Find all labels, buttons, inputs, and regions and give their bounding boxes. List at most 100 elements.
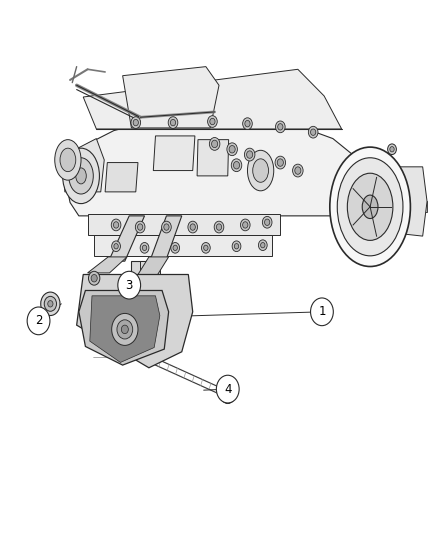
Polygon shape xyxy=(109,216,145,261)
Circle shape xyxy=(258,240,267,251)
Circle shape xyxy=(91,274,97,282)
Polygon shape xyxy=(221,385,234,403)
Polygon shape xyxy=(88,257,127,273)
Ellipse shape xyxy=(362,195,378,219)
Text: 3: 3 xyxy=(126,279,133,292)
Circle shape xyxy=(112,313,138,345)
Circle shape xyxy=(210,118,215,125)
Circle shape xyxy=(162,221,171,233)
Polygon shape xyxy=(123,67,219,128)
Circle shape xyxy=(247,151,253,158)
Ellipse shape xyxy=(253,159,268,182)
Polygon shape xyxy=(83,69,342,129)
Circle shape xyxy=(201,243,210,253)
Polygon shape xyxy=(392,201,427,212)
Circle shape xyxy=(216,375,239,403)
Polygon shape xyxy=(90,296,160,362)
Circle shape xyxy=(276,121,285,133)
Polygon shape xyxy=(138,257,169,274)
Circle shape xyxy=(173,245,177,251)
Circle shape xyxy=(243,118,252,130)
Circle shape xyxy=(234,244,239,249)
Circle shape xyxy=(118,271,141,299)
Polygon shape xyxy=(77,274,193,368)
Circle shape xyxy=(112,241,120,252)
Circle shape xyxy=(142,245,147,251)
Polygon shape xyxy=(131,261,151,330)
Ellipse shape xyxy=(76,168,86,184)
Circle shape xyxy=(44,296,57,311)
Polygon shape xyxy=(399,167,427,236)
Polygon shape xyxy=(88,214,280,235)
Ellipse shape xyxy=(347,173,393,240)
Circle shape xyxy=(170,119,176,126)
Circle shape xyxy=(240,219,250,231)
Circle shape xyxy=(140,243,149,253)
Ellipse shape xyxy=(330,147,410,266)
Circle shape xyxy=(277,159,283,166)
Circle shape xyxy=(190,224,195,230)
Circle shape xyxy=(220,385,235,403)
Circle shape xyxy=(214,221,224,233)
Circle shape xyxy=(295,167,301,174)
Polygon shape xyxy=(153,136,195,171)
Circle shape xyxy=(278,124,283,130)
Ellipse shape xyxy=(247,150,274,191)
Circle shape xyxy=(216,224,222,230)
Polygon shape xyxy=(105,163,138,192)
Ellipse shape xyxy=(69,158,93,194)
Circle shape xyxy=(229,146,235,153)
Circle shape xyxy=(188,221,198,233)
Circle shape xyxy=(308,126,318,138)
Circle shape xyxy=(227,143,237,156)
Circle shape xyxy=(114,244,118,249)
Ellipse shape xyxy=(55,140,81,180)
Circle shape xyxy=(243,222,248,228)
Circle shape xyxy=(244,148,255,161)
Circle shape xyxy=(88,271,100,285)
Ellipse shape xyxy=(63,148,99,204)
Circle shape xyxy=(388,144,396,155)
Circle shape xyxy=(41,292,60,316)
Circle shape xyxy=(262,216,272,228)
Circle shape xyxy=(164,224,169,230)
Circle shape xyxy=(209,138,220,150)
Circle shape xyxy=(293,164,303,177)
Circle shape xyxy=(311,298,333,326)
Circle shape xyxy=(311,129,316,135)
Circle shape xyxy=(233,161,240,169)
Ellipse shape xyxy=(337,158,403,256)
Circle shape xyxy=(121,325,128,334)
Circle shape xyxy=(232,241,241,252)
Circle shape xyxy=(138,224,143,230)
Circle shape xyxy=(133,119,138,126)
Text: 2: 2 xyxy=(35,314,42,327)
Polygon shape xyxy=(66,116,377,216)
Circle shape xyxy=(171,243,180,253)
Circle shape xyxy=(135,221,145,233)
Circle shape xyxy=(390,147,394,152)
Circle shape xyxy=(231,159,242,172)
Circle shape xyxy=(208,116,217,127)
Circle shape xyxy=(113,222,119,228)
Circle shape xyxy=(111,219,121,231)
Circle shape xyxy=(117,320,133,339)
Text: 1: 1 xyxy=(318,305,326,318)
Circle shape xyxy=(275,156,286,169)
Circle shape xyxy=(168,117,178,128)
Circle shape xyxy=(27,307,50,335)
Text: 4: 4 xyxy=(224,383,232,395)
Polygon shape xyxy=(64,139,104,192)
Polygon shape xyxy=(79,290,169,365)
Polygon shape xyxy=(197,140,229,176)
Circle shape xyxy=(212,140,218,148)
Polygon shape xyxy=(94,235,272,256)
Circle shape xyxy=(204,245,208,251)
Polygon shape xyxy=(150,216,182,261)
Polygon shape xyxy=(140,261,160,277)
Circle shape xyxy=(265,219,270,225)
Circle shape xyxy=(131,117,141,128)
Circle shape xyxy=(48,301,53,307)
Ellipse shape xyxy=(60,148,76,172)
Circle shape xyxy=(245,120,250,127)
